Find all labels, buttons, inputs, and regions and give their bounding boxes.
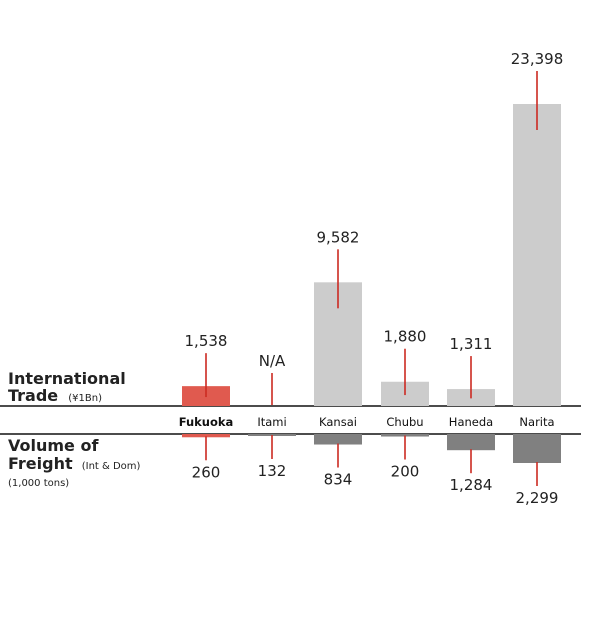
category-label-chubu: Chubu [386, 415, 423, 429]
top-title-line2-group: Trade (¥1Bn) [8, 386, 102, 405]
category-label-haneda: Haneda [449, 415, 493, 429]
freight-value-fukuoka: 260 [192, 463, 221, 481]
top-series-title: International Trade (¥1Bn) [8, 369, 126, 405]
trade-value-fukuoka: 1,538 [185, 332, 228, 350]
freight-value-itami: 132 [258, 462, 287, 480]
bottom-series-title: Volume of Freight (Int & Dom) (1,000 ton… [8, 436, 141, 489]
top-title-line2: Trade [8, 386, 58, 405]
freight-value-haneda: 1,284 [450, 476, 493, 494]
top-title-line1: International [8, 369, 126, 388]
trade-bar-narita [513, 104, 561, 406]
bottom-title-line2: Freight [8, 454, 73, 473]
category-label-narita: Narita [519, 415, 554, 429]
top-unit-label: (¥1Bn) [68, 393, 102, 404]
trade-value-haneda: 1,311 [450, 335, 493, 353]
bottom-unit-label: (1,000 tons) [8, 478, 69, 489]
freight-bar-fukuoka [182, 434, 230, 438]
trade-value-itami: N/A [259, 352, 286, 370]
trade-value-narita: 23,398 [511, 50, 564, 68]
freight-bar-haneda [447, 434, 495, 451]
chart-marks: 1,538 260 Fukuoka N/A 132 Itami 9,582 834 Kansai… [179, 50, 564, 507]
bottom-title-line2-group: Freight (Int & Dom) [8, 454, 141, 473]
freight-bar-kansai [314, 434, 362, 445]
bottom-title-line1: Volume of [8, 436, 99, 455]
bottom-title-suffix: (Int & Dom) [82, 461, 141, 472]
freight-value-chubu: 200 [391, 463, 420, 481]
category-label-kansai: Kansai [319, 415, 357, 429]
trade-value-kansai: 9,582 [317, 228, 360, 246]
trade-value-chubu: 1,880 [384, 328, 427, 346]
freight-bar-narita [513, 434, 561, 463]
freight-value-kansai: 834 [324, 471, 353, 489]
freight-value-narita: 2,299 [516, 489, 559, 507]
category-label-itami: Itami [257, 415, 286, 429]
category-label-fukuoka: Fukuoka [179, 415, 234, 429]
freight-bar-chubu [381, 434, 429, 437]
